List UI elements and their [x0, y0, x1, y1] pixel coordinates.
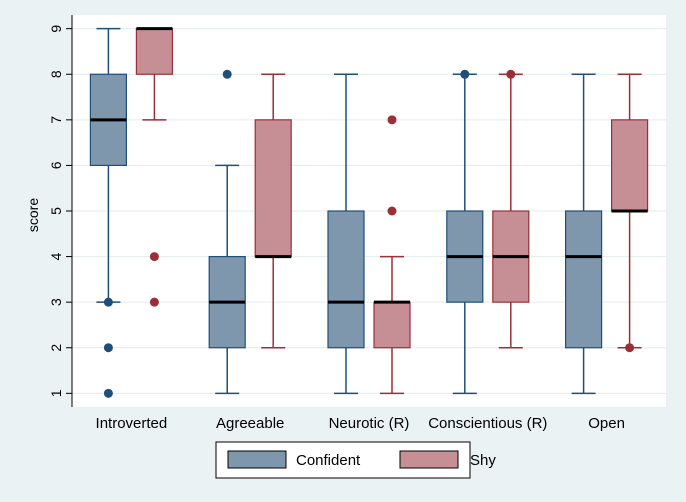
y-tick-label-3: 3 — [48, 298, 64, 306]
box-body — [373, 301, 411, 349]
box-shy-0 — [135, 27, 173, 307]
y-axis-title: score — [25, 198, 41, 232]
box-shy-4 — [610, 73, 649, 353]
x-axis-labels: Introverted Agreeable Neurotic (R) Conscien… — [96, 415, 625, 432]
box-body — [254, 119, 292, 258]
y-tick-label-8: 8 — [48, 70, 64, 78]
box-shy-1 — [254, 73, 292, 349]
legend-label-confident: Confident — [296, 452, 361, 469]
box-confident-1 — [208, 69, 246, 395]
outlier-point-1 — [149, 297, 159, 307]
box-body — [135, 28, 173, 75]
y-tick-label-4: 4 — [48, 252, 64, 260]
legend-label-shy: Shy — [470, 452, 496, 469]
y-tick-label-5: 5 — [48, 207, 64, 215]
x-label-3: Conscientious (R) — [428, 415, 547, 432]
outlier-point-0 — [387, 115, 397, 125]
box-confident-4 — [564, 73, 603, 395]
box-confident-0 — [89, 27, 128, 398]
y-tick-label-9: 9 — [48, 25, 64, 33]
box-body — [564, 210, 603, 349]
x-label-0: Introverted — [96, 415, 168, 432]
legend: Confident Shy — [215, 441, 496, 479]
box-shy-3 — [492, 69, 530, 349]
y-tick-label-6: 6 — [48, 161, 64, 169]
box-series — [89, 27, 649, 398]
box-confident-3 — [446, 69, 484, 395]
box-body — [610, 119, 649, 212]
y-axis: 1 2 3 4 5 6 7 8 9 — [48, 15, 73, 407]
y-tick-label-7: 7 — [48, 116, 64, 124]
outlier-point-0 — [506, 69, 516, 79]
legend-swatch-shy — [399, 450, 459, 469]
box-confident-2 — [327, 73, 365, 395]
box-body — [327, 210, 365, 349]
y-tick-label-1: 1 — [48, 389, 64, 397]
box-shy-2 — [373, 115, 411, 395]
outlier-point-0 — [625, 343, 635, 353]
x-label-2: Neurotic (R) — [329, 415, 410, 432]
outlier-point-1 — [103, 343, 113, 353]
outlier-point-0 — [460, 69, 470, 79]
outlier-point-0 — [222, 69, 232, 79]
outlier-point-0 — [103, 297, 113, 307]
outlier-point-1 — [387, 206, 397, 216]
outlier-point-0 — [149, 252, 159, 262]
x-label-4: Open — [588, 415, 625, 432]
x-label-1: Agreeable — [216, 415, 284, 432]
outlier-point-2 — [103, 388, 113, 398]
legend-swatch-confident — [227, 450, 287, 469]
y-tick-label-2: 2 — [48, 344, 64, 352]
